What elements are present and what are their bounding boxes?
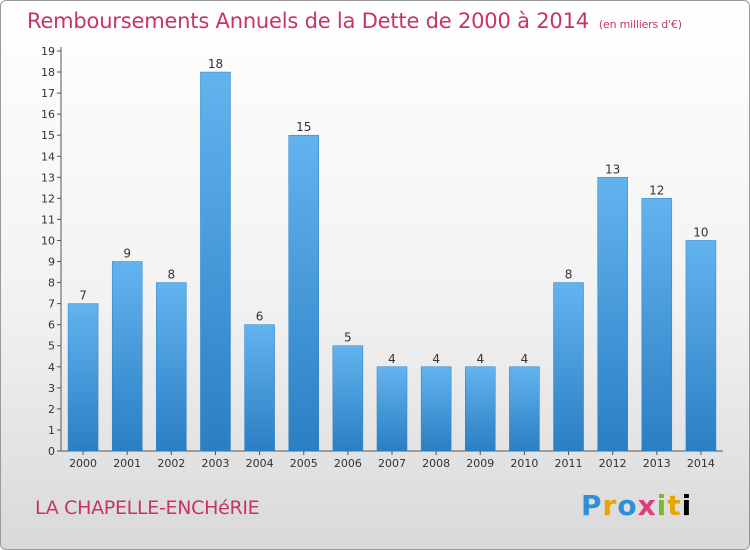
y-tick-label: 6 (48, 319, 55, 332)
x-tick-label: 2010 (510, 457, 538, 470)
bar (67, 303, 99, 452)
x-tick-label: 2012 (599, 457, 627, 470)
logo-letter: P (581, 489, 603, 522)
y-tick-label: 1 (48, 424, 55, 437)
bar-value-label: 4 (388, 352, 396, 366)
logo-letter: i (681, 489, 693, 522)
y-tick-label: 5 (48, 340, 55, 353)
chart-title: Remboursements Annuels de la Dette de 20… (27, 9, 682, 33)
y-tick-label: 14 (41, 150, 55, 163)
logo-letter: t (667, 489, 682, 522)
bar (332, 345, 364, 452)
logo-letter: x (637, 489, 657, 522)
proxiti-logo: Proxiti (581, 489, 692, 522)
x-tick-label: 2005 (290, 457, 318, 470)
bar-value-label: 6 (256, 310, 264, 324)
x-tick-label: 2014 (687, 457, 715, 470)
bar (465, 366, 496, 452)
bar (509, 366, 540, 452)
x-tick-label: 2008 (422, 457, 450, 470)
x-tick-label: 2009 (466, 457, 494, 470)
bar-value-label: 12 (649, 183, 664, 197)
bar-value-label: 8 (565, 268, 573, 282)
y-tick-label: 7 (48, 298, 55, 311)
y-tick-label: 9 (48, 256, 55, 269)
y-tick-label: 15 (41, 129, 55, 142)
bar (244, 324, 275, 452)
logo-letter: i (656, 489, 668, 522)
y-tick-label: 18 (41, 66, 55, 79)
y-tick-label: 2 (48, 403, 55, 416)
bar-value-label: 4 (521, 352, 529, 366)
y-tick-label: 13 (41, 171, 55, 184)
bar-value-label: 18 (208, 57, 223, 71)
x-tick-label: 2002 (157, 457, 185, 470)
place-name: LA CHAPELLE-ENCHéRIE (35, 497, 260, 519)
bar-value-label: 10 (693, 225, 708, 239)
bar-value-label: 5 (344, 331, 352, 345)
bar (597, 177, 628, 452)
bar (200, 71, 231, 452)
x-tick-label: 2003 (201, 457, 229, 470)
y-tick-label: 19 (41, 45, 55, 58)
x-tick-label: 2013 (643, 457, 671, 470)
x-tick-label: 2011 (555, 457, 583, 470)
chart-title-text: Remboursements Annuels de la Dette de 20… (27, 9, 589, 33)
y-tick-label: 17 (41, 87, 55, 100)
x-tick-label: 2000 (69, 457, 97, 470)
bar-value-label: 4 (432, 352, 440, 366)
logo-letter: r (602, 489, 618, 522)
bar-layer: 7 9 8 18 6 15 5 4 4 4 4 8 13 12 10 (67, 57, 717, 452)
y-tick-label: 12 (41, 192, 55, 205)
x-tick-label: 2006 (334, 457, 362, 470)
bar-value-label: 9 (123, 247, 131, 261)
bar-value-label: 13 (605, 162, 620, 176)
logo-letter: o (617, 489, 638, 522)
x-tick-label: 2007 (378, 457, 406, 470)
bar (288, 134, 319, 452)
bar (376, 366, 408, 452)
bar (420, 366, 452, 452)
bar (685, 240, 717, 452)
bar-value-label: 8 (168, 268, 176, 282)
bar-value-label: 15 (296, 120, 311, 134)
bar (111, 261, 143, 452)
bar (553, 282, 584, 452)
y-tick-label: 3 (48, 382, 55, 395)
y-tick-label: 4 (48, 361, 55, 374)
bar-value-label: 4 (476, 352, 484, 366)
y-tick-label: 11 (41, 213, 55, 226)
bar (156, 282, 187, 452)
y-tick-label: 16 (41, 108, 55, 121)
y-tick-label: 0 (48, 445, 55, 458)
y-tick-label: 10 (41, 234, 55, 247)
x-tick-label: 2004 (246, 457, 274, 470)
y-tick-label: 8 (48, 277, 55, 290)
bar (641, 198, 673, 452)
bar-value-label: 7 (79, 289, 87, 303)
x-tick-label: 2001 (113, 457, 141, 470)
chart-unit: (en milliers d'€) (598, 18, 682, 31)
